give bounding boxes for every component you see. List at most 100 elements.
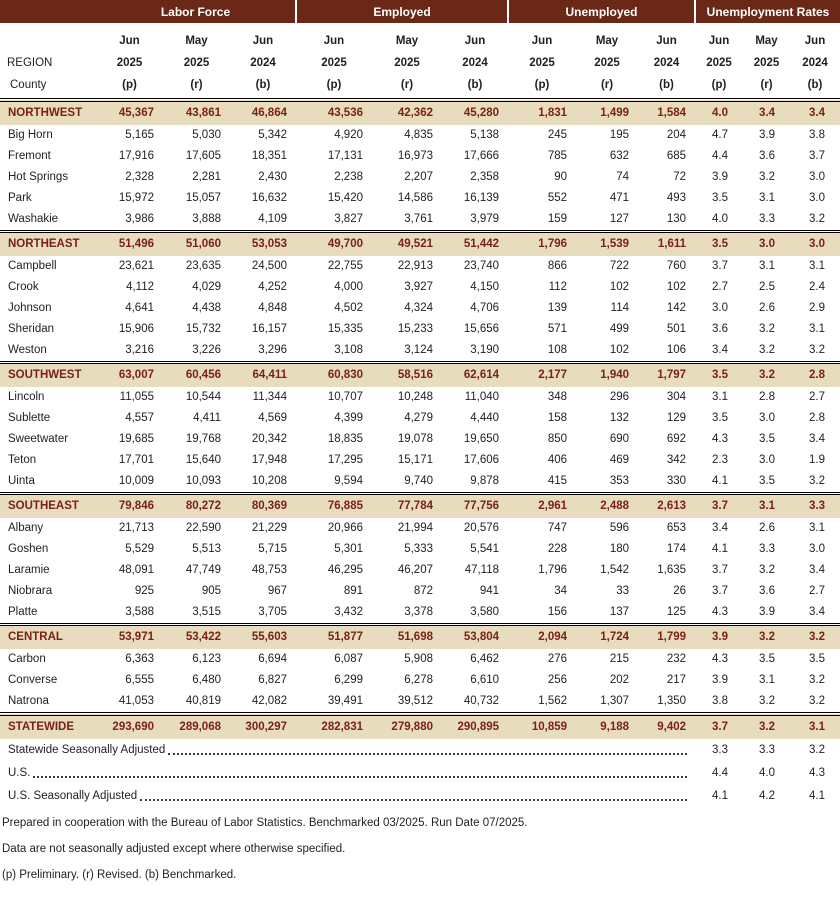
value-cell: 3,378 [404,606,433,618]
value-cell: 1,724 [576,624,639,649]
value-cell: 4.1 [712,790,729,802]
value-cell: 3.6 [759,585,776,597]
value-cell: 17,131 [327,150,363,162]
value-cell: 4,848 [258,302,287,314]
county-name: Sweetwater [8,433,69,445]
value-cell: 4,557 [125,412,154,424]
region-label: REGION [7,57,53,69]
value-cell: 1,796 [538,564,568,576]
value-cell: 493 [666,192,687,204]
value-cell: 3,580 [470,606,500,618]
value-cell: 16,157 [251,323,287,335]
value-cell: 18,835 [327,433,363,445]
value-cell: 158 [547,412,568,424]
value-cell: 10,248 [397,391,433,403]
value-cell: 4.1 [809,790,826,802]
value-cell: 79,846 [96,493,163,518]
value-cell: 3.1 [759,674,776,686]
value-cell: 132 [609,412,630,424]
footnote-seasonal: Data are not seasonally adjusted except … [2,843,346,855]
region-row: CENTRAL 53,971 53,422 55,603 51,877 51,698 53,… [0,624,840,649]
value-cell: 469 [609,454,630,466]
value-cell: 42,362 [372,100,442,125]
value-cell: 2.3 [712,454,729,466]
adjusted-row-label: Statewide Seasonally Adjusted [8,744,166,756]
region-name: SOUTHEAST [0,493,96,518]
value-cell: 4,569 [258,412,287,424]
value-cell: 2,328 [125,171,154,183]
value-cell: 891 [343,585,363,597]
value-cell: 499 [609,323,630,335]
value-cell: 2.8 [759,391,776,403]
value-cell: 3.5 [712,412,729,424]
value-cell: 4,029 [192,281,221,293]
value-cell: 4,399 [334,412,363,424]
value-cell: 4,835 [404,129,433,141]
value-cell: 2.5 [759,281,776,293]
value-cell: 3.1 [759,192,776,204]
county-row: Johnson 4,641 4,438 4,848 4,502 4,324 4,706 139… [0,298,840,319]
value-cell: 4.3 [712,433,729,445]
value-cell: 3.7 [809,150,826,162]
value-cell: 3,888 [192,213,221,225]
value-cell: 232 [666,653,687,665]
value-cell: 15,233 [397,323,433,335]
value-cell: 5,908 [404,653,433,665]
value-cell: 632 [609,150,630,162]
value-cell: 23,740 [463,260,500,272]
value-cell: 10,544 [185,391,221,403]
value-cell: 10,009 [118,475,154,487]
value-cell: 1,350 [657,695,687,707]
period-col-header: May 2025 (r) [372,24,442,102]
county-row: Big Horn 5,165 5,030 5,342 4,920 4,835 5,138 24… [0,125,840,146]
county-row: Sweetwater 19,685 19,768 20,342 18,835 19,078… [0,429,840,450]
value-cell: 5,715 [258,543,287,555]
value-cell: 195 [609,129,630,141]
county-name: Campbell [8,260,57,272]
value-cell: 43,861 [163,100,230,125]
value-cell: 872 [413,585,433,597]
value-cell: 3.1 [809,260,826,272]
statewide-section: STATEWIDE 293,690 289,068 300,297 282,831 279… [0,714,840,739]
county-name: Hot Springs [8,171,69,183]
value-cell: 137 [609,606,630,618]
region-row: NORTHEAST 51,496 51,060 53,053 49,700 49,521 5… [0,231,840,256]
county-name: Carbon [8,653,46,665]
value-cell: 80,369 [230,493,296,518]
period-col-header: Jun 2025 (p) [96,24,163,102]
county-row: Washakie 3,986 3,888 4,109 3,827 3,761 3,979 15… [0,209,840,232]
value-cell: 130 [666,213,687,225]
value-cell: 20,342 [251,433,287,445]
value-cell: 3,108 [334,344,363,356]
value-cell: 2.4 [809,281,826,293]
period-col-header: Jun 2024 (b) [790,24,840,102]
value-cell: 3.5 [695,362,744,387]
value-cell: 23,635 [185,260,221,272]
value-cell: 76,885 [296,493,372,518]
value-cell: 1,796 [508,231,577,256]
value-cell: 4.1 [712,475,729,487]
county-name: Weston [8,344,47,356]
value-cell: 9,594 [334,475,363,487]
footnote-legend: (p) Preliminary. (r) Revised. (b) Benchm… [2,869,237,881]
value-cell: 3.2 [759,344,776,356]
value-cell: 1,542 [600,564,630,576]
value-cell: 3.9 [759,129,776,141]
region-name: SOUTHWEST [0,362,96,387]
value-cell: 53,422 [163,624,230,649]
value-cell: 3.2 [743,624,791,649]
value-cell: 77,756 [442,493,509,518]
period-col-header: Jun 2025 (p) [508,24,577,102]
value-cell: 114 [610,302,630,314]
value-cell: 6,555 [125,674,154,686]
value-cell: 342 [666,454,687,466]
value-cell: 3.4 [712,344,729,356]
value-cell: 127 [609,213,630,225]
value-cell: 34 [554,585,568,597]
value-cell: 40,819 [185,695,221,707]
value-cell: 15,420 [327,192,363,204]
value-cell: 16,973 [397,150,433,162]
value-cell: 40,732 [463,695,500,707]
value-cell: 51,877 [296,624,372,649]
value-cell: 5,030 [192,129,221,141]
